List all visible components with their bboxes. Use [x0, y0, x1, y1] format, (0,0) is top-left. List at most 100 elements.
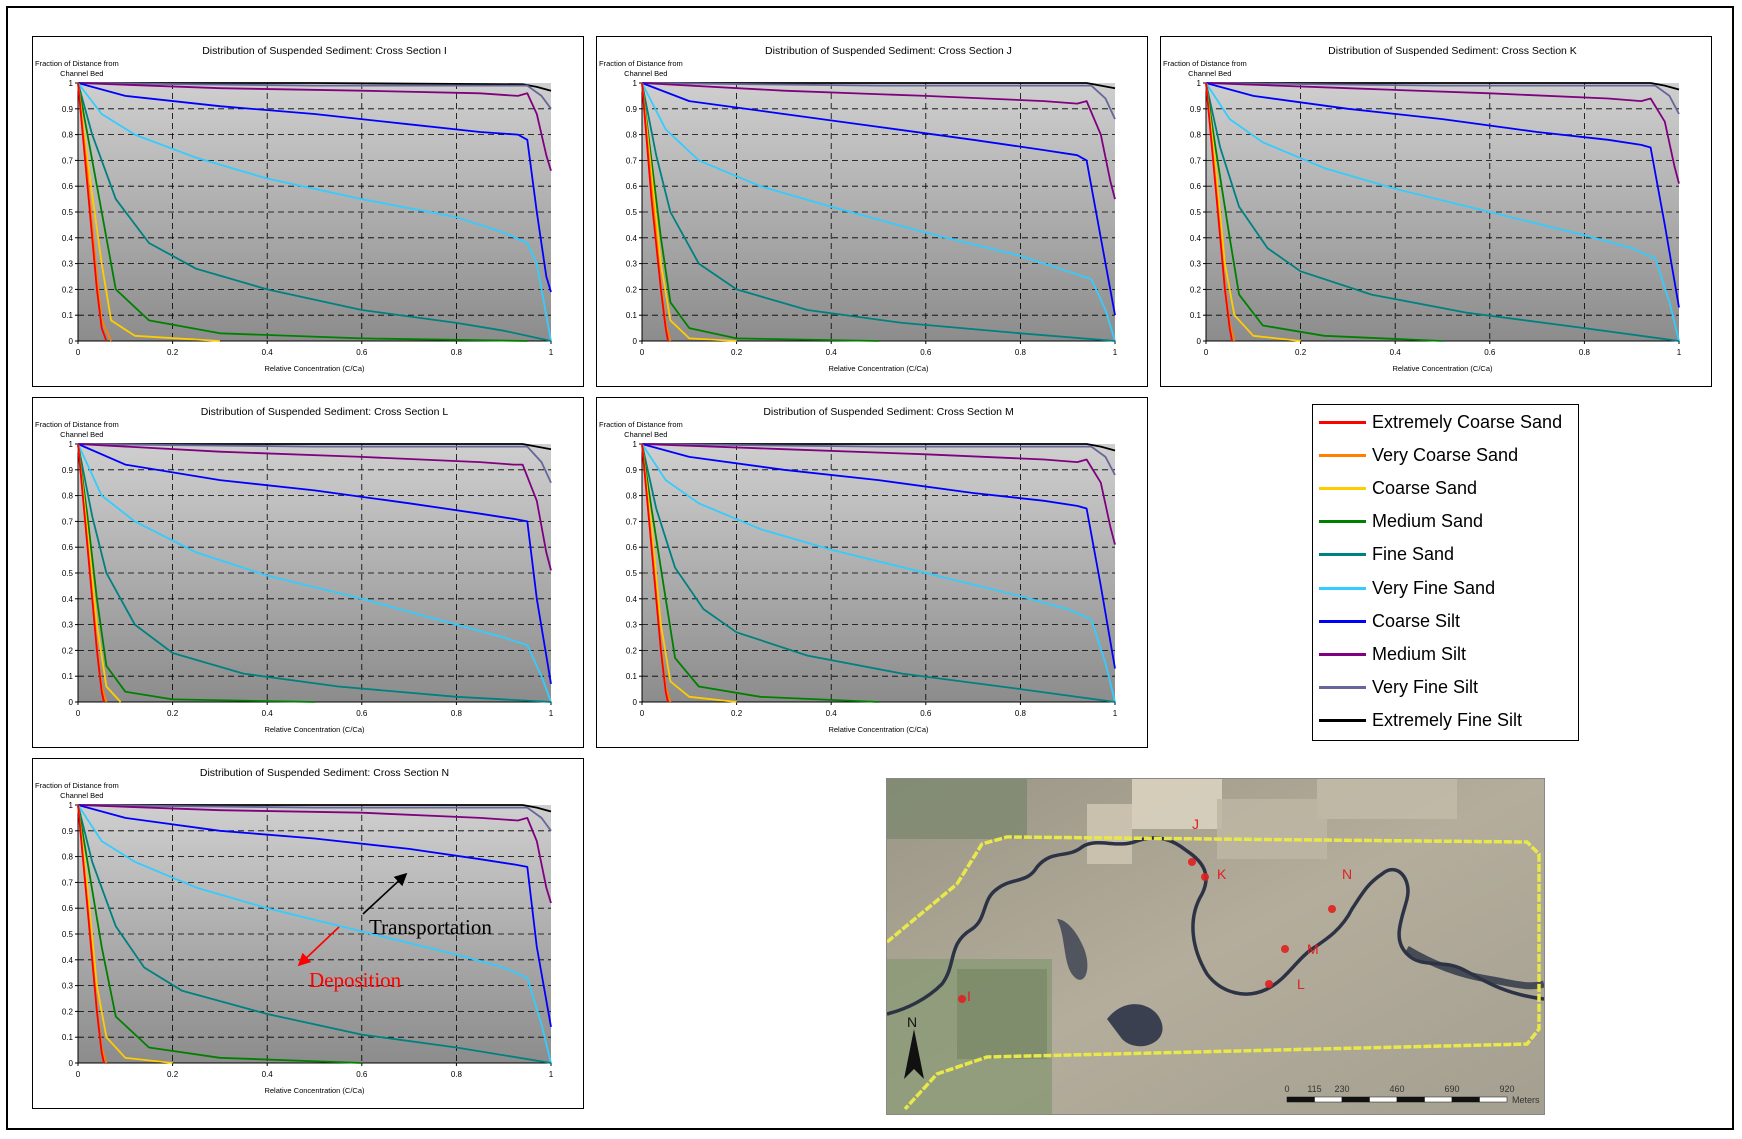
x-tick-label: 0.6 [920, 348, 932, 357]
y-tick-label: 0.8 [626, 492, 638, 501]
series-line-extremely-coarse-sand [77, 804, 105, 1064]
x-axis-label: Relative Concentration (C/Ca) [828, 364, 929, 373]
scale-bar-label: 690 [1444, 1084, 1459, 1094]
x-tick-label: 0.4 [1390, 348, 1402, 357]
x-tick-label: 0 [640, 348, 645, 357]
chart-svg: 0 0.1 0.2 0.3 0.4 0.5 0.6 0.7 0.8 0.9 1 0 0.2 0.4 0.6 0… [1163, 45, 1682, 373]
series-line-very-fine-silt [77, 443, 552, 484]
series-line-medium-sand [1205, 82, 1443, 342]
series-line-extremely-coarse-sand [641, 82, 669, 342]
chart-legend: Extremely Coarse Sand Very Coarse Sand Coa… [1312, 404, 1579, 741]
map-field [1317, 779, 1457, 819]
map-marker-l [1265, 980, 1273, 988]
scale-bar-label: 460 [1389, 1084, 1404, 1094]
series-line-medium-silt [77, 82, 552, 171]
chart-title: Distribution of Suspended Sediment: Cros… [200, 767, 449, 779]
x-tick-label: 0.4 [826, 709, 838, 718]
series-line-very-fine-silt [641, 82, 1116, 120]
legend-label: Medium Sand [1372, 511, 1484, 532]
chart-svg: 0 0.1 0.2 0.3 0.4 0.5 0.6 0.7 0.8 0.9 1 0 0.2 0.4 0.6 0… [35, 45, 554, 373]
series-line-fine-sand [641, 443, 1116, 703]
scale-bar-segment [1341, 1096, 1370, 1103]
y-tick-label: 0 [69, 1059, 74, 1068]
map-marker-label-l: L [1297, 976, 1305, 992]
y-tick-label: 0.2 [626, 646, 638, 655]
y-tick-label: 0.6 [62, 543, 74, 552]
legend-swatch [1319, 520, 1366, 524]
series-line-coarse-sand [77, 82, 220, 342]
annotation-deposition: Deposition [309, 968, 402, 992]
x-tick-label: 0.2 [167, 709, 179, 718]
study-boundary [887, 882, 959, 944]
series-line-very-fine-sand [77, 443, 552, 703]
y-tick-label: 0.1 [62, 311, 74, 320]
series-line-very-fine-silt [77, 82, 552, 110]
y-tick-label: 0.5 [62, 930, 74, 939]
chart-title: Distribution of Suspended Sediment: Cros… [201, 406, 449, 418]
series-line-extremely-fine-silt [78, 804, 552, 813]
series-line-medium-silt [77, 443, 552, 571]
x-axis-label: Relative Concentration (C/Ca) [1392, 364, 1493, 373]
y-tick-label: 0.2 [626, 285, 638, 294]
legend-label: Extremely Coarse Sand [1372, 411, 1563, 432]
y-tick-label: 1 [1197, 79, 1202, 88]
x-tick-label: 0 [76, 1070, 81, 1079]
transportation-arrow [362, 872, 408, 915]
y-tick-label: 0 [1197, 337, 1202, 346]
scale-bar-segment [1369, 1096, 1398, 1103]
legend-swatch [1319, 453, 1366, 457]
y-tick-label: 0 [633, 337, 638, 346]
series-line-medium-silt [77, 804, 552, 904]
y-tick-label: 0.1 [626, 311, 638, 320]
x-tick-label: 0.8 [1579, 348, 1591, 357]
series-line-very-fine-silt [77, 804, 552, 832]
map-marker-m [1281, 945, 1289, 953]
y-tick-label: 0.8 [62, 853, 74, 862]
scale-bar-label: 230 [1334, 1084, 1349, 1094]
x-tick-label: 0.2 [731, 709, 743, 718]
x-tick-label: 0.2 [167, 1070, 179, 1079]
y-tick-label: 0.6 [62, 182, 74, 191]
y-tick-label: 0.3 [626, 260, 638, 269]
legend-item-very-fine-silt: Very Fine Silt [1319, 673, 1478, 703]
x-axis-label: Relative Concentration (C/Ca) [828, 725, 929, 734]
chart-cross-section-j: 0 0.1 0.2 0.3 0.4 0.5 0.6 0.7 0.8 0.9 1 0 0.2 0.4 0.6 0… [596, 36, 1148, 387]
series-line-coarse-silt [77, 443, 552, 685]
series-line-extremely-fine-silt [78, 82, 552, 92]
series-line-coarse-sand [77, 804, 173, 1064]
scale-bar-segment [1451, 1096, 1480, 1103]
y-tick-label: 0.9 [62, 105, 74, 114]
legend-label: Very Fine Silt [1372, 677, 1479, 698]
legend-item-coarse-sand: Coarse Sand [1319, 473, 1477, 503]
scale-bar-segment [1314, 1096, 1343, 1103]
legend-label: Very Fine Sand [1372, 577, 1496, 598]
y-tick-label: 1 [69, 801, 74, 810]
x-axis-label: Relative Concentration (C/Ca) [264, 364, 365, 373]
y-tick-label: 0.7 [626, 156, 638, 165]
y-tick-label: 0.9 [626, 105, 638, 114]
x-tick-label: 0.6 [356, 348, 368, 357]
series-line-extremely-fine-silt [642, 82, 1116, 90]
x-tick-label: 0.8 [1015, 348, 1027, 357]
y-tick-label: 0.8 [62, 131, 74, 140]
legend-label: Coarse Sand [1372, 477, 1478, 498]
scale-bar-segment [1424, 1096, 1453, 1103]
y-tick-label: 1 [69, 440, 74, 449]
y-tick-label: 0 [633, 698, 638, 707]
legend-swatch [1319, 686, 1366, 690]
y-tick-label: 0.6 [626, 182, 638, 191]
y-tick-label: 0.6 [1190, 182, 1202, 191]
map-marker-n [1328, 905, 1336, 913]
y-axis-label: Fraction of Distance from Channel Bed [35, 420, 119, 439]
y-tick-label: 0.9 [62, 827, 74, 836]
series-line-coarse-silt [77, 804, 552, 1028]
x-tick-label: 0.8 [451, 1070, 463, 1079]
y-tick-label: 0.4 [62, 595, 74, 604]
scale-bar-label: 920 [1499, 1084, 1514, 1094]
y-tick-label: 0.2 [62, 285, 74, 294]
legend-item-extremely-fine-silt: Extremely Fine Silt [1319, 706, 1522, 736]
legend-label: Coarse Silt [1372, 610, 1461, 631]
x-tick-label: 1 [549, 1070, 554, 1079]
chart-svg: 0 0.1 0.2 0.3 0.4 0.5 0.6 0.7 0.8 0.9 1 0 0.2 0.4 0.6 0… [599, 45, 1118, 373]
x-tick-label: 0.2 [731, 348, 743, 357]
